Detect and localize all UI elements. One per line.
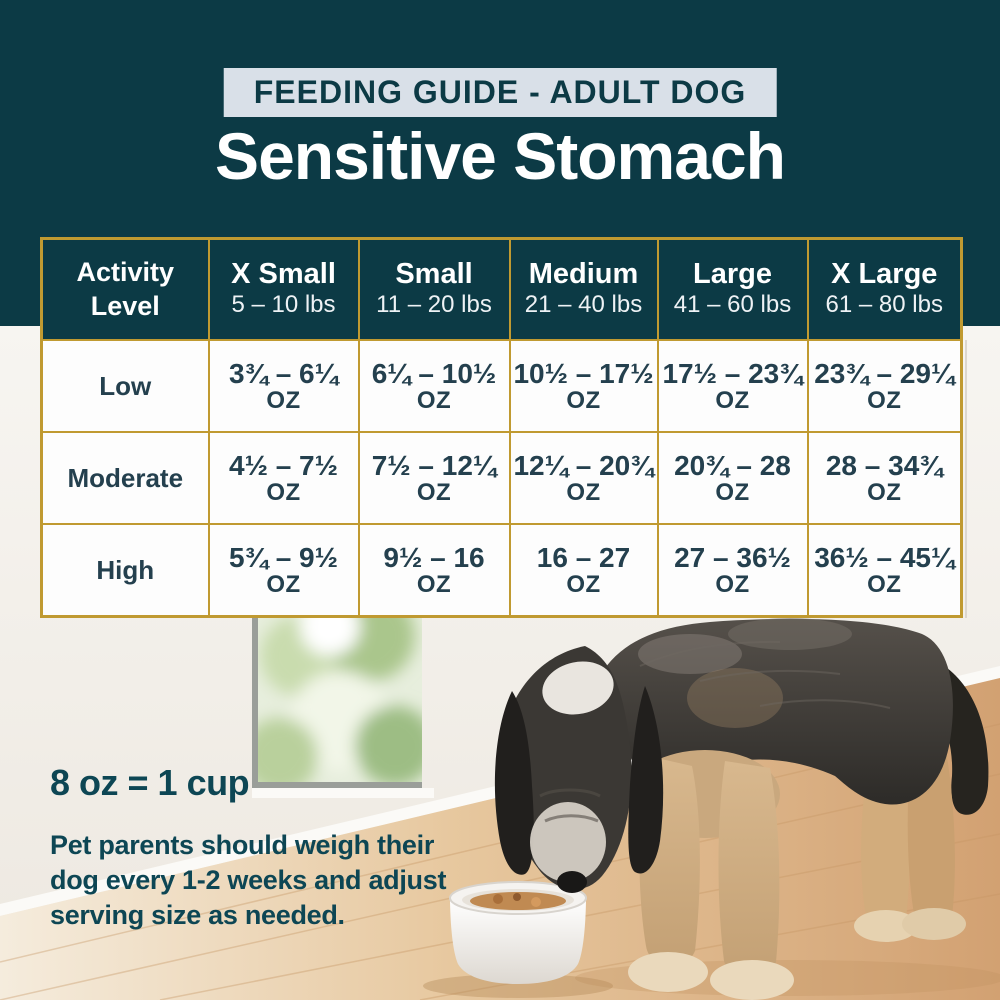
size-name: Large bbox=[693, 258, 772, 291]
activity-cell: High bbox=[40, 523, 210, 618]
serving-cell: 7½ – 12¼ OZ bbox=[357, 431, 511, 525]
serving-cell: 10½ – 17½ OZ bbox=[508, 339, 659, 433]
size-name: X Large bbox=[831, 258, 938, 291]
size-weight-range: 5 – 10 lbs bbox=[231, 291, 336, 319]
serving-value: 10½ – 17½ bbox=[513, 358, 654, 390]
serving-value: 6¼ – 10½ bbox=[371, 358, 497, 390]
size-weight-range: 41 – 60 lbs bbox=[673, 291, 792, 319]
size-name: Small bbox=[395, 258, 473, 291]
footnote: 8 oz = 1 cup Pet parents should weigh th… bbox=[50, 762, 485, 933]
serving-cell: 17½ – 23¾ OZ bbox=[656, 339, 809, 433]
photo-window bbox=[252, 614, 434, 798]
serving-unit: OZ bbox=[266, 478, 301, 506]
serving-value: 4½ – 7½ bbox=[229, 450, 338, 482]
serving-value: 7½ – 12¼ bbox=[371, 450, 497, 482]
table-row-low: Low 3¾ – 6¼ OZ 6¼ – 10½ OZ 10½ – 17½ OZ 17½… bbox=[40, 339, 963, 433]
activity-label: Moderate bbox=[67, 462, 184, 493]
serving-unit: OZ bbox=[715, 386, 750, 414]
serving-value: 12¼ – 20¾ bbox=[513, 450, 654, 482]
size-name: X Small bbox=[231, 258, 336, 291]
serving-value: 20¾ – 28 bbox=[674, 450, 791, 482]
serving-value: 9½ – 16 bbox=[383, 542, 485, 574]
serving-unit: OZ bbox=[266, 386, 301, 414]
footnote-note: Pet parents should weigh their dog every… bbox=[50, 830, 447, 930]
serving-cell: 3¾ – 6¼ OZ bbox=[207, 339, 360, 433]
serving-cell: 4½ – 7½ OZ bbox=[207, 431, 360, 525]
page-title: Sensitive Stomach bbox=[215, 119, 786, 193]
serving-cell: 27 – 36½ OZ bbox=[656, 523, 809, 618]
serving-value: 23¾ – 29¼ bbox=[814, 358, 955, 390]
serving-unit: OZ bbox=[416, 386, 452, 414]
serving-cell: 9½ – 16 OZ bbox=[357, 523, 511, 618]
serving-value: 16 – 27 bbox=[536, 542, 631, 574]
serving-cell: 5¾ – 9½ OZ bbox=[207, 523, 360, 618]
table-row-high: High 5¾ – 9½ OZ 9½ – 16 OZ 16 – 27 OZ 27 – … bbox=[40, 523, 963, 618]
serving-unit: OZ bbox=[566, 478, 601, 506]
serving-value: 3¾ – 6¼ bbox=[229, 358, 338, 390]
header-cell-xsmall: X Small 5 – 10 lbs bbox=[207, 237, 360, 341]
serving-cell: 12¼ – 20¾ OZ bbox=[508, 431, 659, 525]
serving-unit: OZ bbox=[715, 478, 750, 506]
header-cell-small: Small 11 – 20 lbs bbox=[357, 237, 511, 341]
serving-cell: 23¾ – 29¼ OZ bbox=[806, 339, 963, 433]
activity-cell: Moderate bbox=[40, 431, 210, 525]
activity-cell: Low bbox=[40, 339, 210, 433]
serving-value: 36½ – 45¼ bbox=[814, 542, 955, 574]
serving-unit: OZ bbox=[266, 570, 301, 598]
size-weight-range: 11 – 20 lbs bbox=[376, 291, 492, 319]
photo-dog-head bbox=[494, 646, 664, 893]
table-header-row: Activity Level X Small 5 – 10 lbs Small … bbox=[40, 237, 963, 341]
photo-food-bowl bbox=[423, 881, 613, 998]
serving-unit: OZ bbox=[867, 386, 902, 414]
photo-dog bbox=[600, 618, 989, 1000]
footnote-equation: 8 oz = 1 cup bbox=[50, 762, 250, 803]
serving-cell: 36½ – 45¼ OZ bbox=[806, 523, 963, 618]
header-cell-activity: Activity Level bbox=[40, 237, 210, 341]
serving-cell: 20¾ – 28 OZ bbox=[656, 431, 809, 525]
serving-value: 17½ – 23¾ bbox=[662, 358, 803, 390]
header-cell-xlarge: X Large 61 – 80 lbs bbox=[806, 237, 963, 341]
size-weight-range: 61 – 80 lbs bbox=[825, 291, 943, 319]
activity-label: Low bbox=[99, 370, 152, 401]
serving-cell: 6¼ – 10½ OZ bbox=[357, 339, 511, 433]
activity-label: High bbox=[96, 554, 155, 585]
header-cell-large: Large 41 – 60 lbs bbox=[656, 237, 809, 341]
serving-cell: 28 – 34¾ OZ bbox=[806, 431, 963, 525]
serving-value: 28 – 34¾ bbox=[825, 450, 943, 482]
serving-cell: 16 – 27 OZ bbox=[508, 523, 659, 618]
table-row-moderate: Moderate 4½ – 7½ OZ 7½ – 12¼ OZ 12¼ – 20¾ O… bbox=[40, 431, 963, 525]
serving-value: 5¾ – 9½ bbox=[229, 542, 338, 574]
activity-header-line1: Activity bbox=[76, 256, 175, 287]
size-weight-range: 21 – 40 lbs bbox=[524, 291, 643, 319]
serving-unit: OZ bbox=[867, 478, 902, 506]
kicker-text: FEEDING GUIDE - ADULT DOG bbox=[253, 74, 747, 110]
serving-unit: OZ bbox=[416, 570, 452, 598]
serving-unit: OZ bbox=[715, 570, 750, 598]
serving-unit: OZ bbox=[416, 478, 452, 506]
kicker-badge: FEEDING GUIDE - ADULT DOG bbox=[223, 68, 777, 117]
feeding-table: Activity Level X Small 5 – 10 lbs Small … bbox=[40, 237, 963, 618]
header-cell-medium: Medium 21 – 40 lbs bbox=[508, 237, 659, 341]
serving-unit: OZ bbox=[566, 570, 601, 598]
size-name: Medium bbox=[528, 258, 639, 291]
serving-unit: OZ bbox=[566, 386, 601, 414]
serving-unit: OZ bbox=[867, 570, 902, 598]
serving-value: 27 – 36½ bbox=[674, 542, 791, 574]
activity-header-line2: Level bbox=[90, 290, 160, 321]
